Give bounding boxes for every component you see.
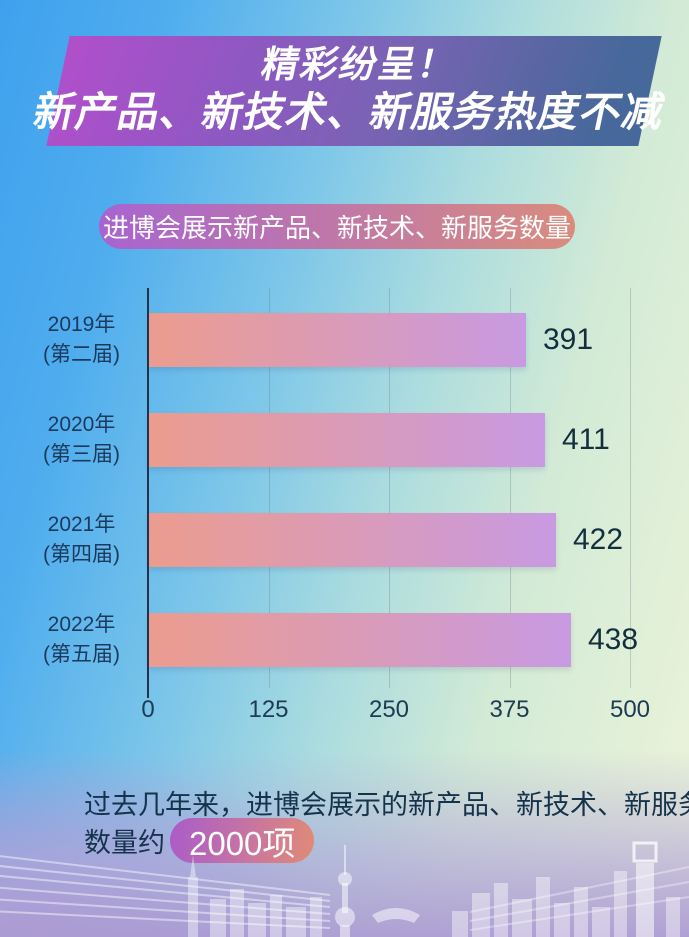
bar-value-label: 422 — [573, 523, 624, 556]
category-session: (第二届) — [43, 343, 120, 366]
footer-highlight-value: 2000项 — [189, 824, 296, 862]
bar-value-label: 438 — [588, 623, 639, 656]
x-tick-label: 0 — [141, 696, 155, 723]
x-gridline — [630, 288, 631, 688]
x-gridline — [268, 288, 270, 688]
bar — [149, 313, 526, 367]
bar — [149, 413, 545, 467]
x-axis-tick-labels: 0 125 250 375 500 — [0, 696, 689, 726]
category-label: 2019年 (第二届) — [0, 310, 149, 370]
category-session: (第四届) — [43, 543, 120, 566]
category-label: 2022年 (第五届) — [0, 610, 149, 670]
footer-highlight-pill: 2000项 — [170, 818, 315, 863]
x-gridline — [389, 288, 390, 688]
chart-row: 2020年 (第三届) 411 — [0, 390, 689, 490]
category-year: 2019年 — [47, 313, 116, 336]
chart-row: 2021年 (第四届) 422 — [0, 490, 689, 590]
x-tick-label: 250 — [368, 696, 410, 723]
bar — [149, 613, 571, 667]
footer-text-line2: 数量约 2000项 — [84, 818, 315, 863]
x-tick-label: 375 — [489, 696, 530, 723]
title-line1: 精彩纷呈！ — [257, 44, 462, 85]
category-session: (第三届) — [43, 443, 120, 466]
bar-value-label: 391 — [543, 323, 594, 356]
bar-rows: 2019年 (第二届) 391 2020年 (第三届) 411 2021年 (第… — [0, 290, 689, 690]
y-axis-line — [147, 288, 149, 698]
x-tick-label: 500 — [609, 696, 651, 723]
chart-row: 2022年 (第五届) 438 — [0, 590, 689, 690]
title-banner: 精彩纷呈！ 新产品、新技术、新服务热度不减 — [30, 36, 669, 146]
x-gridline — [509, 288, 511, 688]
category-year: 2021年 — [47, 513, 116, 536]
category-label: 2020年 (第三届) — [0, 410, 149, 470]
footer-text-line1: 过去几年来，进博会展示的新产品、新技术、新服务 — [84, 790, 689, 820]
footer-prefix: 数量约 — [84, 828, 165, 858]
bar-value-label: 411 — [562, 423, 610, 456]
chart-row: 2019年 (第二届) 391 — [0, 290, 689, 390]
category-session: (第五届) — [43, 643, 120, 666]
category-year: 2020年 — [47, 413, 116, 436]
chart-subtitle-pill: 进博会展示新产品、新技术、新服务数量 — [99, 204, 575, 249]
x-tick-label: 125 — [248, 696, 289, 723]
category-year: 2022年 — [47, 613, 116, 636]
title-line2: 新产品、新技术、新服务热度不减 — [29, 89, 670, 135]
bar — [149, 513, 556, 567]
chart-subtitle-label: 进博会展示新产品、新技术、新服务数量 — [102, 213, 571, 243]
category-label: 2021年 (第四届) — [0, 510, 149, 570]
